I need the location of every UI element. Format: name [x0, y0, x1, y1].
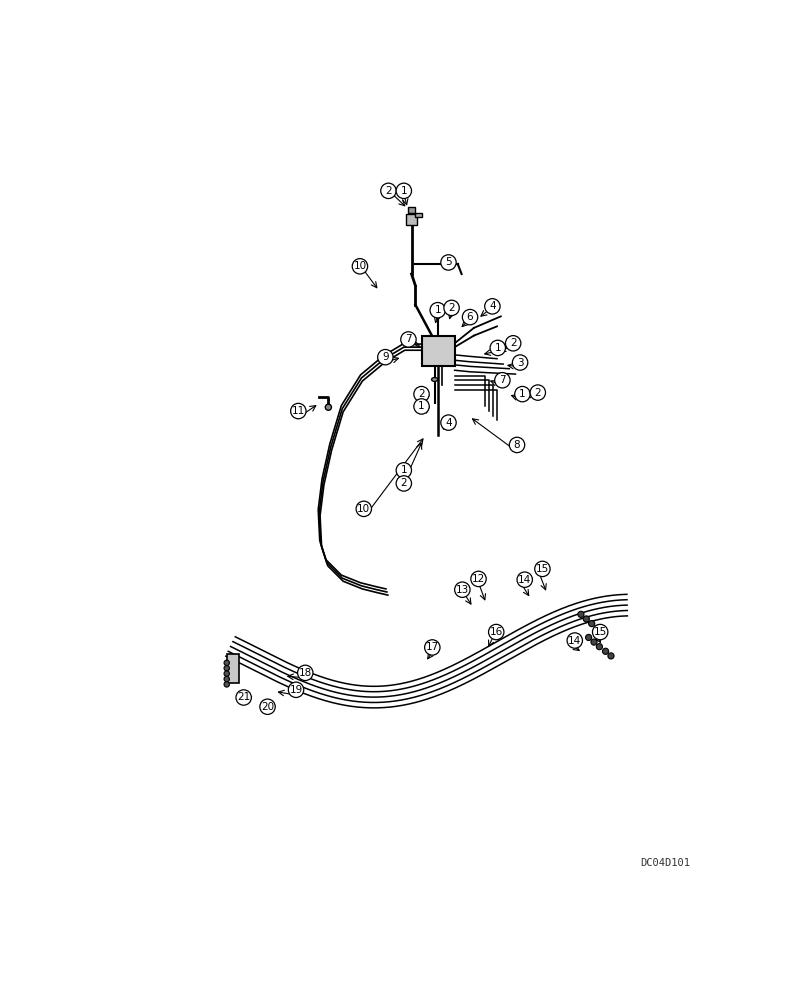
Circle shape — [607, 653, 613, 659]
Circle shape — [514, 386, 530, 402]
Circle shape — [352, 259, 367, 274]
Circle shape — [530, 385, 545, 400]
Text: 5: 5 — [444, 257, 451, 267]
Circle shape — [488, 624, 504, 640]
Circle shape — [588, 620, 594, 627]
Text: 8: 8 — [513, 440, 520, 450]
Text: 10: 10 — [353, 261, 366, 271]
Bar — [415, 213, 421, 217]
Bar — [407, 207, 415, 213]
Circle shape — [288, 682, 303, 698]
Circle shape — [424, 640, 440, 655]
Text: 1: 1 — [400, 465, 406, 475]
Text: 2: 2 — [418, 389, 424, 399]
Text: 1: 1 — [494, 343, 500, 353]
Text: 1: 1 — [434, 305, 440, 315]
Circle shape — [396, 476, 411, 491]
Text: 2: 2 — [400, 478, 406, 488]
Text: 16: 16 — [489, 627, 502, 637]
Circle shape — [602, 648, 608, 654]
Circle shape — [494, 373, 509, 388]
Circle shape — [590, 639, 596, 645]
Circle shape — [582, 616, 589, 622]
Bar — [406, 214, 416, 225]
Circle shape — [592, 624, 607, 640]
Text: 3: 3 — [516, 358, 523, 368]
Circle shape — [508, 437, 524, 453]
Circle shape — [484, 299, 500, 314]
Circle shape — [461, 309, 477, 325]
Circle shape — [325, 404, 331, 410]
Text: 2: 2 — [448, 303, 454, 313]
Circle shape — [440, 415, 456, 430]
Text: 2: 2 — [384, 186, 391, 196]
Circle shape — [430, 302, 445, 318]
Text: 18: 18 — [298, 668, 311, 678]
Circle shape — [297, 665, 312, 681]
Circle shape — [517, 572, 532, 587]
Text: 1: 1 — [418, 401, 424, 411]
Circle shape — [585, 634, 591, 641]
Text: 21: 21 — [237, 692, 250, 702]
Text: 7: 7 — [499, 375, 505, 385]
Circle shape — [566, 633, 581, 648]
Circle shape — [224, 660, 230, 666]
Text: 14: 14 — [517, 575, 530, 585]
Circle shape — [599, 630, 606, 636]
Text: 1: 1 — [518, 389, 525, 399]
Text: 13: 13 — [455, 585, 469, 595]
Ellipse shape — [431, 378, 437, 381]
Bar — [422, 336, 454, 366]
Circle shape — [380, 183, 396, 199]
Text: 9: 9 — [381, 352, 388, 362]
Circle shape — [260, 699, 275, 714]
Text: 2: 2 — [509, 338, 516, 348]
Text: 11: 11 — [291, 406, 305, 416]
Circle shape — [444, 300, 459, 316]
Circle shape — [414, 399, 429, 414]
Text: 6: 6 — [466, 312, 473, 322]
Text: 2: 2 — [534, 388, 540, 398]
Circle shape — [454, 582, 470, 597]
Circle shape — [595, 644, 602, 650]
Circle shape — [414, 386, 429, 402]
Text: 14: 14 — [568, 636, 581, 646]
Circle shape — [236, 690, 251, 705]
Circle shape — [594, 625, 600, 631]
Circle shape — [440, 255, 456, 270]
Text: 17: 17 — [425, 642, 439, 652]
Circle shape — [224, 676, 230, 682]
Text: 19: 19 — [289, 685, 303, 695]
Circle shape — [396, 463, 411, 478]
Text: 15: 15 — [593, 627, 606, 637]
Text: 4: 4 — [444, 418, 451, 428]
Circle shape — [224, 666, 230, 671]
Circle shape — [396, 183, 411, 199]
Circle shape — [490, 340, 505, 356]
Circle shape — [377, 349, 393, 365]
Circle shape — [290, 403, 306, 419]
Circle shape — [356, 501, 371, 517]
Text: 7: 7 — [405, 334, 411, 344]
Circle shape — [577, 611, 583, 617]
Text: 15: 15 — [535, 564, 548, 574]
Circle shape — [224, 671, 230, 676]
Text: 10: 10 — [357, 504, 370, 514]
Circle shape — [470, 571, 486, 587]
Text: DC04D101: DC04D101 — [640, 858, 689, 868]
Circle shape — [534, 561, 550, 577]
Circle shape — [504, 336, 520, 351]
Text: 4: 4 — [488, 301, 495, 311]
Text: 20: 20 — [260, 702, 274, 712]
Circle shape — [401, 332, 415, 347]
Bar — [226, 654, 238, 683]
Circle shape — [224, 682, 230, 687]
Circle shape — [512, 355, 527, 370]
Text: 1: 1 — [400, 186, 406, 196]
Text: 12: 12 — [471, 574, 484, 584]
